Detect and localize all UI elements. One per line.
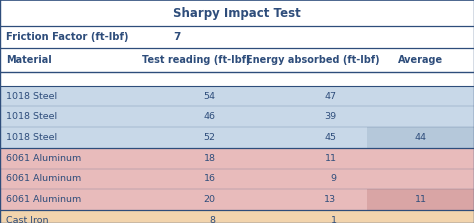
Bar: [0, 127, 367, 148]
Bar: [367, 148, 474, 169]
Text: 6061 Aluminum: 6061 Aluminum: [6, 174, 81, 184]
Bar: [0, 148, 367, 169]
Text: 52: 52: [204, 133, 216, 142]
Bar: [0, 86, 367, 106]
Bar: [0, 72, 474, 86]
Text: Cast Iron: Cast Iron: [6, 216, 48, 223]
Bar: [0, 48, 474, 72]
Text: 47: 47: [325, 91, 337, 101]
Text: 9: 9: [330, 174, 337, 184]
Text: 1018 Steel: 1018 Steel: [6, 91, 57, 101]
Bar: [0, 26, 474, 48]
Text: 6061 Aluminum: 6061 Aluminum: [6, 154, 81, 163]
Text: Sharpy Impact Test: Sharpy Impact Test: [173, 7, 301, 20]
Bar: [367, 86, 474, 106]
Bar: [0, 106, 367, 127]
Text: 45: 45: [325, 133, 337, 142]
Bar: [367, 127, 474, 148]
Text: 6061 Aluminum: 6061 Aluminum: [6, 195, 81, 204]
Text: 18: 18: [204, 154, 216, 163]
Text: 11: 11: [325, 154, 337, 163]
Text: 46: 46: [204, 112, 216, 121]
Text: Test reading (ft-lbf): Test reading (ft-lbf): [143, 55, 251, 65]
Text: 11: 11: [415, 195, 427, 204]
Text: 8: 8: [210, 216, 216, 223]
Text: 1018 Steel: 1018 Steel: [6, 112, 57, 121]
Text: Average: Average: [398, 55, 443, 65]
Text: 1018 Steel: 1018 Steel: [6, 133, 57, 142]
Bar: [367, 210, 474, 223]
Text: Friction Factor (ft-lbf): Friction Factor (ft-lbf): [6, 32, 128, 42]
Bar: [0, 0, 474, 26]
Text: 16: 16: [204, 174, 216, 184]
Text: 20: 20: [204, 195, 216, 204]
Bar: [0, 189, 367, 210]
Bar: [0, 169, 367, 189]
Bar: [367, 169, 474, 189]
Text: 7: 7: [173, 32, 181, 42]
Text: 1: 1: [330, 216, 337, 223]
Text: 13: 13: [324, 195, 337, 204]
Text: 44: 44: [415, 133, 427, 142]
Text: 39: 39: [324, 112, 337, 121]
Bar: [367, 106, 474, 127]
Bar: [367, 189, 474, 210]
Text: Material: Material: [6, 55, 52, 65]
Text: 54: 54: [204, 91, 216, 101]
Text: Energy absorbed (ft-lbf): Energy absorbed (ft-lbf): [246, 55, 380, 65]
Bar: [0, 210, 367, 223]
